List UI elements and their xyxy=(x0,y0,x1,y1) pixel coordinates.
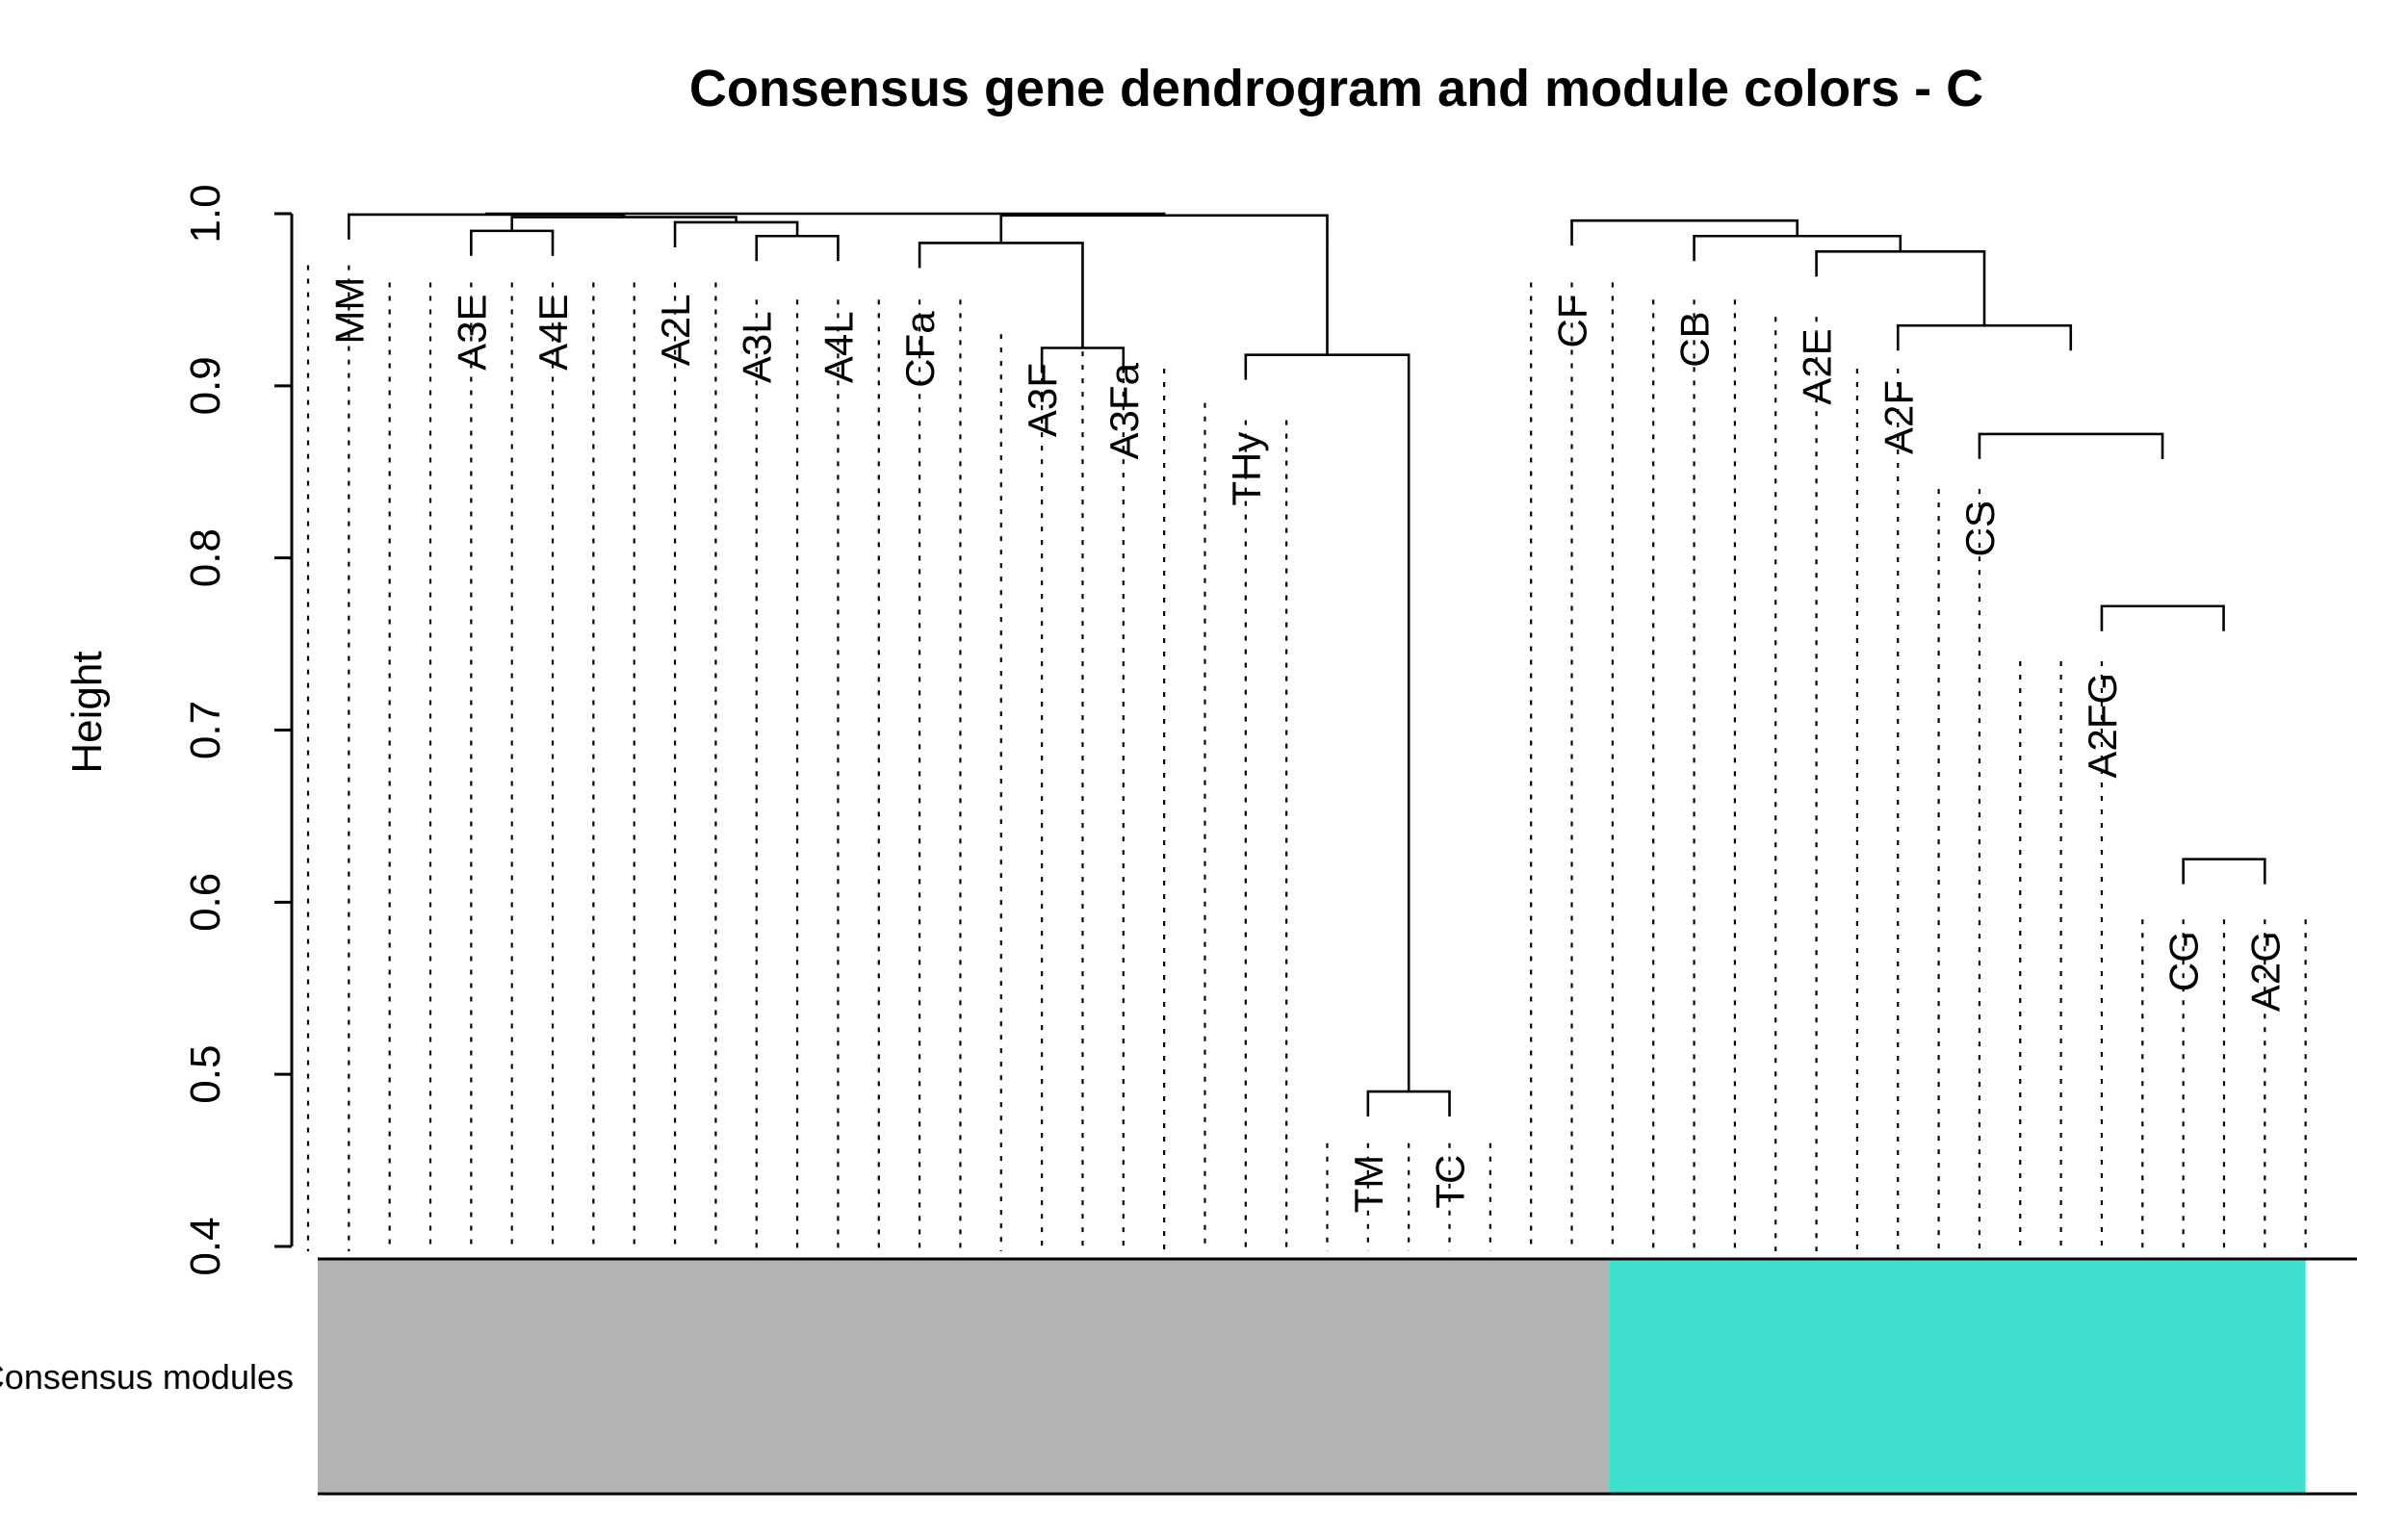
leaf-label-a2l: A2L xyxy=(653,295,698,367)
chart-title: Consensus gene dendrogram and module col… xyxy=(689,60,1983,117)
module-row-label: Consensus modules xyxy=(0,1357,294,1397)
leaf-label-a2e: A2E xyxy=(1795,328,1840,404)
y-tick-label-1: 0.5 xyxy=(182,1045,229,1104)
leaf-label-thy: THy xyxy=(1224,432,1269,506)
y-tick-label-6: 1.0 xyxy=(182,184,229,243)
merge-2 xyxy=(2100,604,2225,631)
leaf-label-mm: MM xyxy=(326,277,372,345)
y-tick-label-5: 0.9 xyxy=(182,356,229,415)
leaf-label-cf: CF xyxy=(1550,295,1595,348)
merge-7 xyxy=(1815,250,1986,326)
y-tick-label-0: 0.4 xyxy=(182,1217,229,1275)
leaf-label-cg: CG xyxy=(2161,931,2207,991)
merge-3 xyxy=(1978,432,2164,459)
y-tick-label-2: 0.6 xyxy=(182,873,229,932)
merge-1 xyxy=(2182,858,2266,885)
merge-0 xyxy=(1366,1090,1451,1117)
merge-10 xyxy=(1693,234,1902,262)
merge-13 xyxy=(1570,218,1799,246)
merge-14 xyxy=(510,216,738,231)
merge-15 xyxy=(999,214,1329,355)
merge-11 xyxy=(470,229,555,256)
leaf-label-a3fa: A3Fa xyxy=(1101,362,1147,459)
leaf-label-cs: CS xyxy=(1957,500,2003,556)
leaf-label-a2f: A2F xyxy=(1876,380,1921,454)
merge-9 xyxy=(755,234,840,262)
leaf-label-a4l: A4L xyxy=(815,311,861,383)
module-block-turquoise xyxy=(1608,1259,2306,1494)
module-color-bar xyxy=(318,1257,2357,1496)
leaf-label-tm: TM xyxy=(1346,1155,1391,1214)
leaf-lines xyxy=(306,265,2307,1251)
merge-12 xyxy=(673,220,799,247)
y-axis-label: Height xyxy=(64,651,111,773)
leaf-labels: MM A3E A4E A2L A3L A4L CFa A3F A3Fa THy TM TC CF CB A2… xyxy=(326,277,2288,1214)
leaf-label-a2fg: A2FG xyxy=(2080,673,2125,779)
leaf-label-cb: CB xyxy=(1672,311,1718,367)
merge-8 xyxy=(918,242,1084,348)
leaf-label-a3f: A3F xyxy=(1020,363,1065,437)
module-blocks xyxy=(318,1259,2306,1494)
y-tick-label-3: 0.7 xyxy=(182,701,229,759)
leaf-label-a3l: A3L xyxy=(735,311,780,383)
leaf-label-a2g: A2G xyxy=(2242,931,2288,1012)
module-block-grey xyxy=(318,1259,1609,1494)
y-tick-label-4: 0.8 xyxy=(182,528,229,587)
merge-4 xyxy=(1244,353,1411,1092)
merge-17 xyxy=(484,212,1166,216)
y-ticks: 0.4 0.5 0.6 0.7 0.8 0.9 1.0 xyxy=(182,184,292,1276)
leaf-label-tc: TC xyxy=(1428,1155,1473,1209)
merge-lines xyxy=(348,212,2266,1117)
leaf-label-a3e: A3E xyxy=(449,295,494,371)
leaf-label-a4e: A4E xyxy=(531,295,576,371)
leaf-label-cfa: CFa xyxy=(897,311,943,388)
merge-6 xyxy=(1896,323,2073,351)
y-axis: 0.4 0.5 0.6 0.7 0.8 0.9 1.0 xyxy=(182,184,294,1276)
